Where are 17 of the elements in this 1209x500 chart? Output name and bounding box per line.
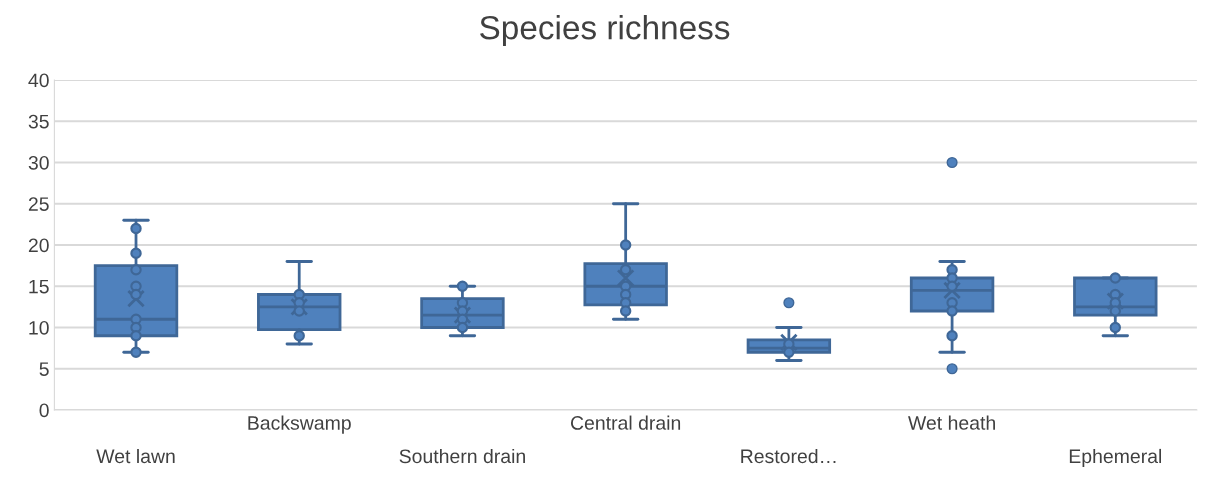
x-tick-label: Restored… [741,448,836,464]
x-tick-label: Backswamp [248,415,351,434]
y-tick-label: 15 [29,279,49,294]
y-tick-label: 0 [39,403,49,418]
y-tick-label: 30 [28,155,49,170]
chart-title: Species richness [480,15,730,47]
y-tick-label: 5 [39,362,49,376]
x-tick-label: Central drain [570,415,681,430]
y-tick-label: 20 [28,238,49,253]
y-tick-label: 25 [28,197,49,211]
x-tick-label: Wet lawn [96,448,175,464]
x-tick-label: Wet heath [908,415,995,430]
x-tick-label: Ephemeral [1069,448,1162,468]
y-tick-label: 35 [28,114,49,129]
y-tick-label: 40 [28,73,49,88]
y-tick-label: 10 [29,320,49,335]
x-tick-label: Southern drain [399,448,525,464]
